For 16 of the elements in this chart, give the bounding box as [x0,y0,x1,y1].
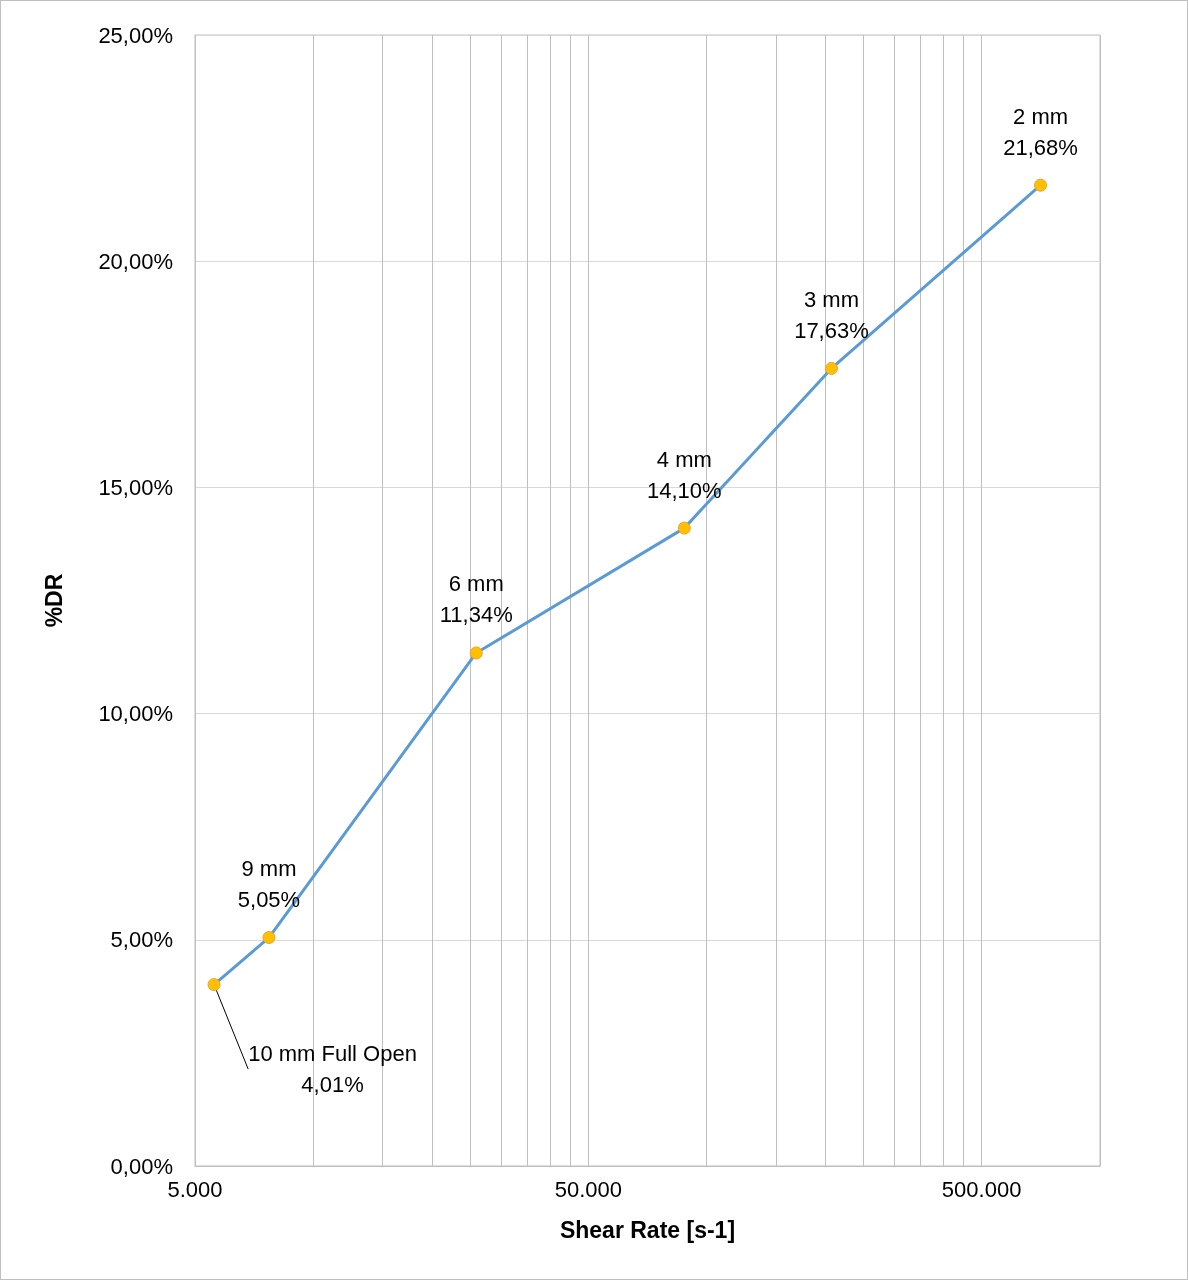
x-axis-title: Shear Rate [s-1] [559,1216,736,1243]
y-tick-label: 20,00% [98,248,173,274]
y-tick-label: 25,00% [98,22,173,48]
data-label: 4 mm 14,10% [646,446,722,503]
y-axis-title: %DR [40,573,67,628]
data-label: 6 mm 11,34% [439,571,513,628]
data-label: 2 mm 21,68% [1003,103,1078,160]
data-label: 3 mm 17,63% [794,286,869,343]
y-tick-label: 5,00% [110,927,173,953]
x-tick-label: 5.000 [167,1176,223,1202]
x-tick-label: 500.000 [941,1176,1022,1202]
y-tick-label: 10,00% [98,701,173,727]
data-label: 10 mm Full Open 4,01% [248,1041,417,1098]
y-tick-label: 15,00% [98,474,173,500]
y-tick-label: 0,00% [110,1153,173,1179]
x-tick-label: 50.000 [554,1176,622,1202]
